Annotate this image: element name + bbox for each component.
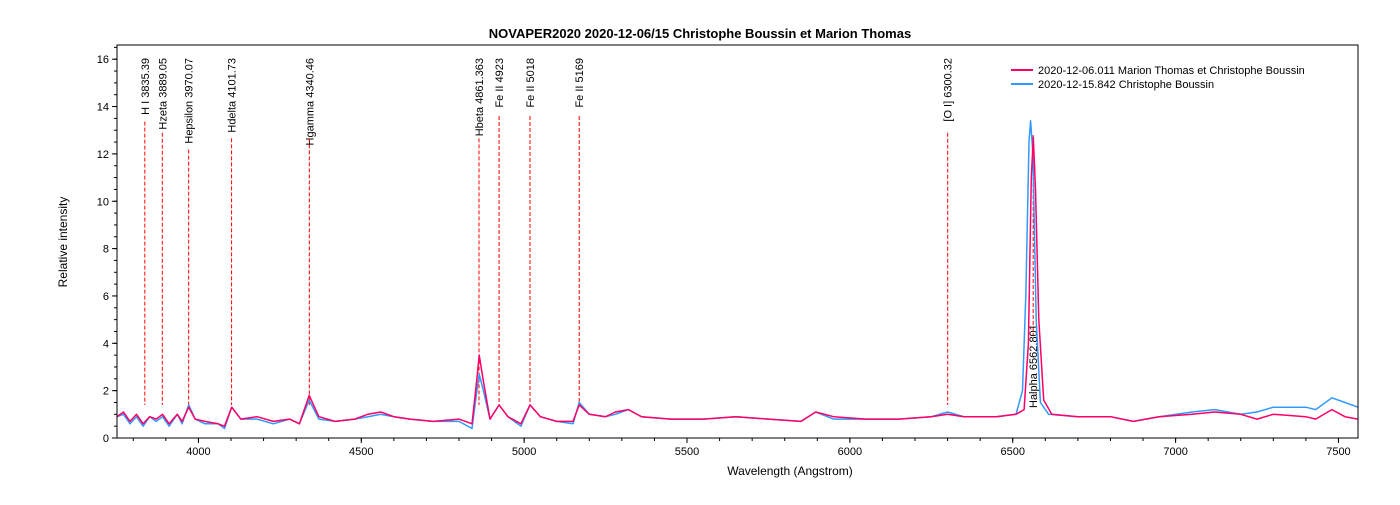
y-tick-label: 16 <box>97 54 109 66</box>
line-marker: Hepsilon 3970.07 <box>184 58 196 405</box>
marker-label: Hdelta 4101.73 <box>227 58 239 133</box>
marker-label: H I 3835.39 <box>140 58 152 115</box>
line-marker: Hdelta 4101.73 <box>227 58 239 405</box>
y-tick-label: 2 <box>103 386 109 398</box>
line-marker: Fe II 5018 <box>525 58 537 405</box>
marker-label: Fe II 5018 <box>525 58 537 108</box>
y-tick-label: 14 <box>97 102 109 114</box>
y-tick-label: 0 <box>103 433 109 445</box>
y-tick-label: 10 <box>97 196 109 208</box>
marker-label: [O I] 6300.32 <box>943 58 955 122</box>
legend-label: 2020-12-15.842 Christophe Boussin <box>1038 79 1214 91</box>
marker-label: Fe II 4923 <box>494 58 506 108</box>
line-marker: Hgamma 4340.46 <box>304 58 316 405</box>
x-tick-label: 7500 <box>1326 446 1350 458</box>
marker-label: Hzeta 3889.05 <box>157 58 169 130</box>
line-marker: [O I] 6300.32 <box>943 58 955 405</box>
marker-label: Fe II 5169 <box>574 58 586 108</box>
plot-frame <box>116 44 1359 439</box>
y-tick-label: 12 <box>97 149 109 161</box>
line-marker: Hzeta 3889.05 <box>157 58 169 405</box>
marker-label: Hgamma 4340.46 <box>304 58 316 145</box>
x-tick-label: 6000 <box>838 446 862 458</box>
marker-label: Hepsilon 3970.07 <box>184 58 196 144</box>
marker-label: Hbeta 4861.363 <box>474 58 486 136</box>
line-marker: Fe II 4923 <box>494 58 506 405</box>
x-tick-label: 6500 <box>1000 446 1024 458</box>
y-tick-label: 6 <box>103 291 109 303</box>
x-tick-label: 5500 <box>675 446 699 458</box>
legend-label: 2020-12-06.011 Marion Thomas et Christop… <box>1038 65 1305 77</box>
series-line-0 <box>117 136 1358 427</box>
chart-title: NOVAPER2020 2020-12-06/15 Christophe Bou… <box>489 26 911 41</box>
y-axis-label: Relative intensity <box>56 197 70 288</box>
y-tick-label: 4 <box>103 338 109 350</box>
x-tick-label: 5000 <box>512 446 536 458</box>
line-marker: Fe II 5169 <box>574 58 586 405</box>
y-tick-label: 8 <box>103 244 109 256</box>
x-tick-label: 7000 <box>1163 446 1187 458</box>
series-line-1 <box>117 120 1358 430</box>
x-tick-label: 4500 <box>349 446 373 458</box>
x-axis-label: Wavelength (Angstrom) <box>727 464 853 478</box>
x-tick-label: 4000 <box>186 446 210 458</box>
line-marker: Hbeta 4861.363 <box>474 58 486 405</box>
line-marker: H I 3835.39 <box>140 58 152 405</box>
